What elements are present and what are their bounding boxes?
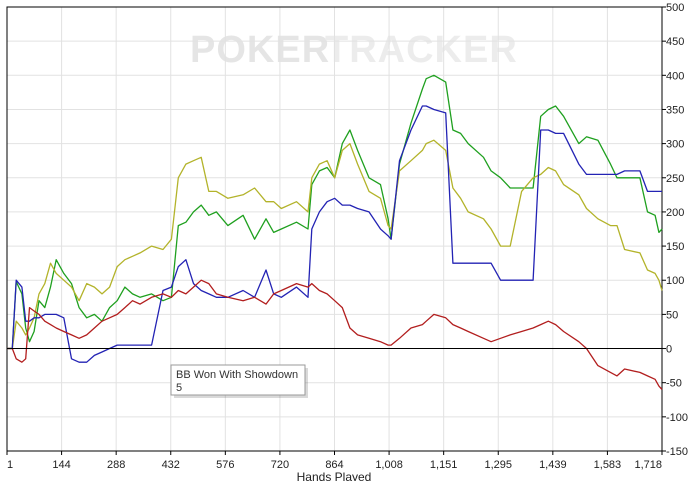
y-tick-label: 250 [666, 173, 684, 185]
y-tick-label: 500 [666, 2, 684, 14]
x-tick-label: 864 [325, 459, 343, 471]
y-tick-label: 450 [666, 36, 684, 48]
x-tick-label: 1,295 [484, 459, 512, 471]
y-axis: 500450400350300250200150100500-50-100-15… [662, 2, 688, 458]
y-tick-label: 400 [666, 70, 684, 82]
x-tick-label: 144 [52, 459, 70, 471]
tooltip-value: 5 [176, 382, 182, 394]
series-line-green [7, 74, 663, 350]
series-layer [7, 74, 663, 390]
x-tick-label: 1,718 [634, 459, 662, 471]
y-tick-label: 200 [666, 207, 684, 219]
y-tick-label: 100 [666, 275, 684, 287]
x-tick-label: 1,583 [594, 459, 622, 471]
x-tick-label: 1,151 [430, 459, 458, 471]
watermark-logo: POKER TRACKER [190, 29, 518, 71]
y-tick-label: -150 [666, 446, 688, 458]
watermark-poker: POKER [190, 29, 330, 71]
watermark-tracker: TRACKER [325, 29, 518, 71]
y-tick-label: 300 [666, 139, 684, 151]
series-line-blue [7, 105, 662, 363]
x-tick-label: 432 [162, 459, 180, 471]
y-tick-label: -50 [666, 378, 682, 390]
x-tick-label: 1,008 [375, 459, 403, 471]
y-tick-label: -100 [666, 412, 688, 424]
tooltip-label: BB Won With Showdown [176, 369, 298, 381]
x-axis: 1 144 288 432 576 720 864 1,008 1,151 1,295 1,439 1… [6, 451, 663, 471]
x-tick-label: 576 [216, 459, 234, 471]
y-tick-label: 50 [666, 309, 678, 321]
y-tick-label: 350 [666, 104, 684, 116]
y-tick-label: 150 [666, 241, 684, 253]
series-line-red [7, 279, 663, 390]
x-tick-label: 720 [271, 459, 289, 471]
x-tick-label: 1 [7, 459, 13, 471]
y-tick-label: 0 [666, 344, 672, 356]
x-tick-label: 288 [107, 459, 125, 471]
x-axis-label: Hands Played [297, 470, 372, 481]
tooltip: BB Won With Showdown 5 [170, 364, 308, 398]
x-tick-label: 1,439 [539, 459, 567, 471]
series-line-olive [7, 139, 663, 350]
